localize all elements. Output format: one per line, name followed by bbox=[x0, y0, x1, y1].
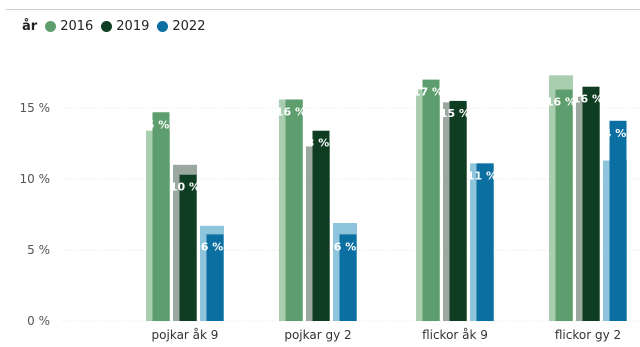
bar-2019 bbox=[449, 100, 467, 322]
data-label: 6 % bbox=[201, 240, 224, 253]
data-label: 10 % bbox=[170, 181, 200, 194]
data-label: 16 % bbox=[573, 93, 603, 106]
legend-item-2019[interactable]: 2019 bbox=[101, 19, 149, 34]
legend-label-2019: 2019 bbox=[116, 18, 150, 34]
chart-legend: år 2016 2019 2022 bbox=[22, 16, 213, 36]
y-tick-label: 15 % bbox=[20, 101, 51, 115]
data-label: 11 % bbox=[467, 169, 497, 182]
bar-2022 bbox=[206, 234, 224, 321]
data-label: 16 % bbox=[276, 105, 306, 118]
y-tick-label: 0 % bbox=[27, 314, 50, 328]
y-tick-label: 10 % bbox=[20, 172, 51, 186]
data-label: 4 % bbox=[604, 127, 627, 140]
data-label: 17 % bbox=[413, 86, 443, 99]
legend-label-2016: 2016 bbox=[60, 18, 94, 34]
legend-title: år bbox=[22, 18, 38, 34]
data-label: 15 % bbox=[440, 107, 470, 120]
chart-top-border bbox=[6, 9, 640, 10]
bar-2016 bbox=[285, 99, 303, 321]
legend-dot-icon bbox=[101, 20, 113, 32]
data-label: 5 % bbox=[147, 118, 170, 131]
bar-2022 bbox=[609, 120, 627, 321]
bar-2016 bbox=[422, 79, 440, 321]
x-category-label: flickor åk 9 bbox=[422, 328, 488, 342]
legend-item-2022[interactable]: 2022 bbox=[157, 19, 205, 34]
bar-2019 bbox=[179, 174, 197, 321]
bar-2016 bbox=[152, 112, 170, 321]
y-tick-label: 5 % bbox=[27, 243, 50, 257]
legend-dot-icon bbox=[45, 20, 57, 32]
x-category-label: pojkar åk 9 bbox=[152, 328, 219, 342]
data-label: 16 % bbox=[546, 96, 576, 109]
bar-2019 bbox=[582, 86, 600, 321]
bar-2019 bbox=[312, 130, 330, 321]
legend-dot-icon bbox=[157, 20, 169, 32]
bar-2016 bbox=[555, 89, 573, 321]
x-category-label: pojkar gy 2 bbox=[284, 328, 351, 342]
data-label: 3 % bbox=[307, 137, 330, 150]
x-category-label: flickor gy 2 bbox=[555, 328, 621, 342]
data-label: 6 % bbox=[334, 240, 357, 253]
bar-2022 bbox=[476, 163, 494, 321]
bar-2022 bbox=[339, 234, 357, 321]
legend-item-2016[interactable]: 2016 bbox=[45, 19, 93, 34]
legend-label-2022: 2022 bbox=[172, 18, 206, 34]
